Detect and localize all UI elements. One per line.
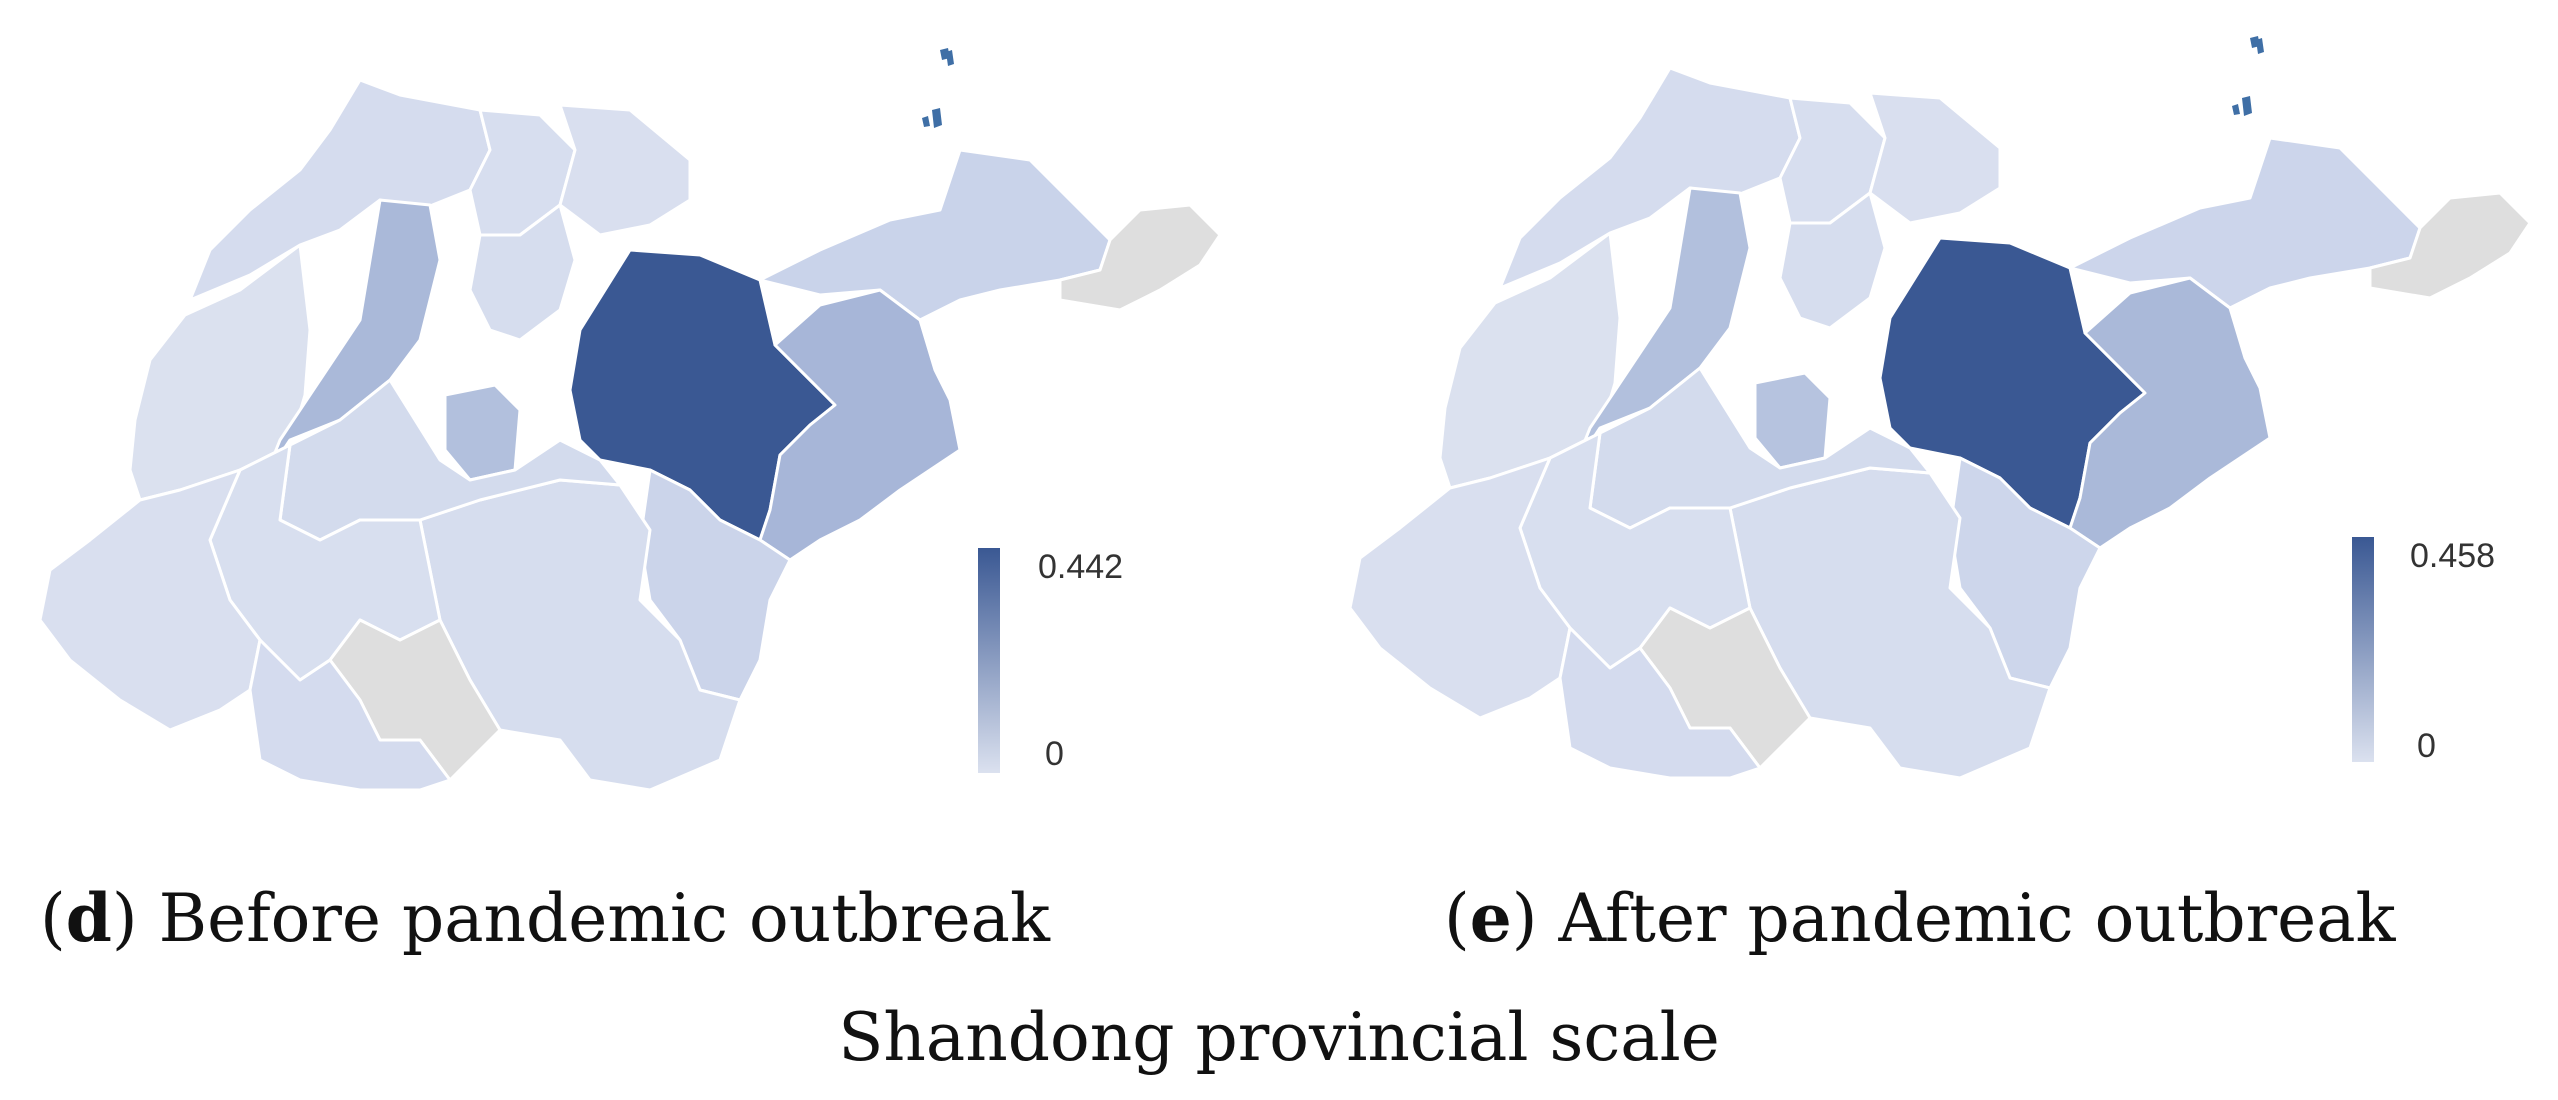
map-d-svg: 0.442 0 xyxy=(38,48,1222,792)
region-zibo xyxy=(468,203,577,342)
legend-d-ramp xyxy=(978,548,1000,773)
legend-d: 0.442 0 xyxy=(978,548,1123,773)
caption-d-letter: d xyxy=(65,879,112,957)
region-e-linyi-south xyxy=(1558,626,1762,780)
region-e-heze xyxy=(1348,456,1572,720)
caption-e-letter: e xyxy=(1469,879,1512,957)
region-e-islands xyxy=(2232,36,2264,116)
caption-e: (e) After pandemic outbreak xyxy=(1444,879,2396,957)
region-e-rizhao xyxy=(1948,456,2102,690)
region-heze xyxy=(38,468,262,732)
legend-e-min: 0 xyxy=(2417,727,2436,765)
region-linyi-south xyxy=(248,638,452,792)
region-weihai xyxy=(1058,203,1222,312)
caption-d-text: Before pandemic outbreak xyxy=(158,880,1050,957)
map-panel-e: 0.458 0 (e) After pandemic outbreak xyxy=(1279,0,2558,952)
region-dezhou xyxy=(188,78,492,302)
region-e-qingdao xyxy=(2068,276,2272,550)
region-laiwu xyxy=(443,383,522,482)
region-rizhao xyxy=(638,468,792,702)
legend-d-max: 0.442 xyxy=(1038,548,1123,586)
legend-d-min: 0 xyxy=(1045,735,1064,773)
region-e-dezhou xyxy=(1498,66,1802,290)
region-qingdao xyxy=(758,288,962,562)
caption-d: (d) Before pandemic outbreak xyxy=(40,879,1050,957)
region-e-laiwu xyxy=(1753,371,1832,470)
region-islands xyxy=(922,48,954,128)
legend-e-max: 0.458 xyxy=(2410,537,2495,575)
caption-e-text: After pandemic outbreak xyxy=(1558,880,2396,957)
region-e-weihai xyxy=(2368,191,2532,300)
legend-e-ramp xyxy=(2352,537,2374,762)
region-e-dongying xyxy=(1868,91,2002,225)
region-dongying xyxy=(558,103,692,237)
scale-title: Shandong provincial scale xyxy=(838,999,1720,1076)
region-e-yantai xyxy=(2068,136,2422,310)
map-panel-d: 0.442 0 (d) Before pandemic outbreak xyxy=(0,0,1279,952)
region-yantai xyxy=(758,148,1112,322)
map-e-svg: 0.458 0 xyxy=(1348,36,2532,780)
legend-e: 0.458 0 xyxy=(2352,537,2495,765)
region-e-zibo xyxy=(1778,191,1887,330)
